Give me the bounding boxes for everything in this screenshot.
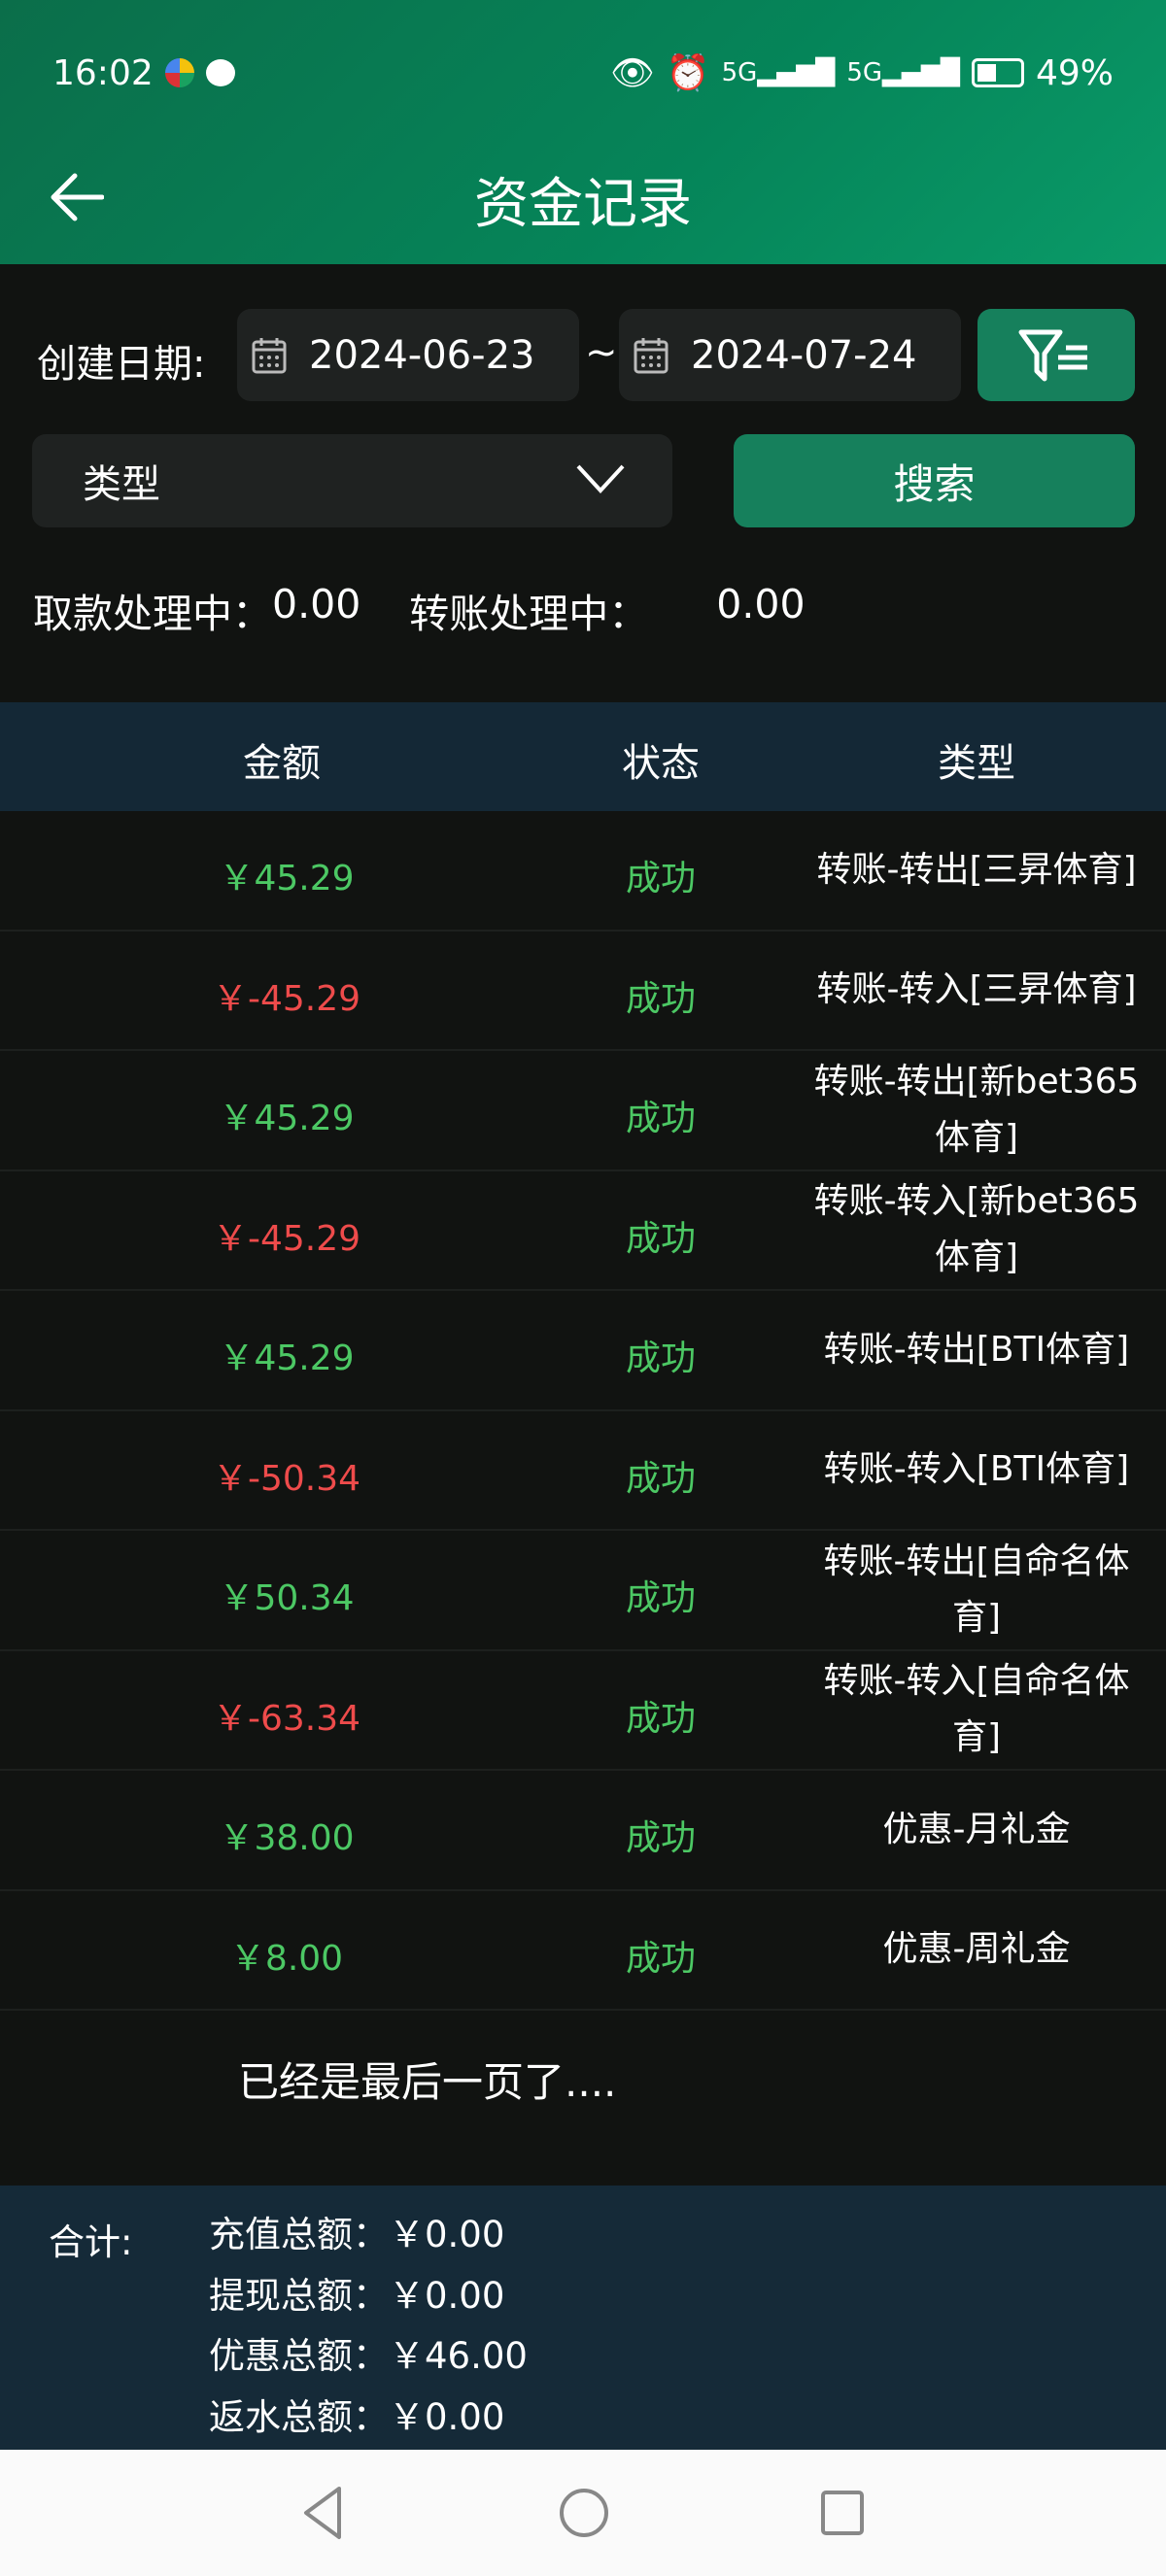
table-row[interactable]: ￥-50.34 成功 转账-转入[BTI体育] [0, 1411, 1166, 1531]
amount-cell: ￥-45.29 [212, 978, 361, 1019]
status-cell: 成功 [625, 1938, 697, 1979]
table-row[interactable]: ￥45.29 成功 转账-转出[BTI体育] [0, 1291, 1166, 1411]
system-nav-bar [0, 2450, 1166, 2576]
type-cell: 转账-转入[BTI体育] [823, 1449, 1130, 1490]
table-row[interactable]: ￥-63.34 成功 转账-转入[自命名体育] [0, 1651, 1166, 1771]
amount-cell: ￥-45.29 [212, 1218, 361, 1259]
status-cell: 成功 [625, 1458, 697, 1499]
type-cell: 转账-转出[新bet365体育] [813, 1061, 1140, 1158]
type-cell: 转账-转出[三昇体育] [816, 849, 1137, 890]
search-button[interactable]: 搜索 [734, 434, 1135, 527]
transfer-pending-value: 0.00 [716, 581, 806, 627]
amount-cell: ￥-63.34 [212, 1698, 361, 1739]
summary-item-value: ￥0.00 [389, 2275, 505, 2317]
calendar-icon [634, 337, 669, 373]
type-cell: 优惠-周礼金 [882, 1929, 1071, 1970]
table-row[interactable]: ￥45.29 成功 转账-转出[新bet365体育] [0, 1051, 1166, 1171]
nav-home-icon[interactable] [558, 2487, 610, 2539]
end-date-value: 2024-07-24 [691, 332, 917, 378]
chevron-down-icon [576, 464, 625, 493]
table-row[interactable]: ￥8.00 成功 优惠-周礼金 [0, 1891, 1166, 2011]
battery-level: 49% [1035, 52, 1114, 93]
type-select-value: 类型 [83, 462, 160, 507]
start-date-value: 2024-06-23 [309, 332, 535, 378]
table-row[interactable]: ￥38.00 成功 优惠-月礼金 [0, 1771, 1166, 1891]
calendar-icon [252, 337, 287, 373]
status-cell: 成功 [625, 1218, 697, 1259]
table-row[interactable]: ￥50.34 成功 转账-转出[自命名体育] [0, 1531, 1166, 1651]
amount-cell: ￥8.00 [229, 1938, 344, 1979]
end-of-list-message: 已经是最后一页了.... [238, 2058, 617, 2106]
type-cell: 优惠-月礼金 [882, 1809, 1071, 1849]
app-icon [164, 58, 194, 87]
status-cell: 成功 [625, 1339, 697, 1378]
back-button[interactable] [43, 165, 111, 229]
status-cell: 成功 [625, 1818, 697, 1858]
status-bar: 16:02 👁 ⏰ 5G▂▄▆█ 5G▂▄▆█ 49% [52, 49, 1114, 97]
clock: 16:02 [52, 52, 154, 93]
date-label: 创建日期: [37, 342, 206, 387]
header-amount: 金额 [243, 741, 321, 786]
summary-item-label: 返水总额： [209, 2396, 389, 2438]
nav-recents-icon[interactable] [819, 2489, 866, 2537]
withdraw-pending-label: 取款处理中： [33, 591, 272, 637]
table-row[interactable]: ￥-45.29 成功 转账-转入[三昇体育] [0, 932, 1166, 1051]
end-date-field[interactable]: 2024-07-24 [619, 309, 961, 401]
battery-icon [971, 58, 1024, 87]
type-cell: 转账-转入[新bet365体育] [813, 1181, 1140, 1278]
filter-button[interactable] [977, 309, 1135, 401]
summary-panel: 合计: 充值总额：￥0.00 提现总额：￥0.00 优惠总额：￥46.00 返水… [0, 2186, 1166, 2450]
type-select[interactable]: 类型 [32, 434, 672, 527]
type-cell: 转账-转入[三昇体育] [816, 969, 1137, 1010]
status-cell: 成功 [625, 1698, 697, 1739]
amount-cell: ￥45.29 [219, 1099, 355, 1138]
type-cell: 转账-转入[自命名体育] [823, 1661, 1130, 1758]
chat-icon [205, 59, 235, 86]
table-row[interactable]: ￥45.29 成功 转账-转出[三昇体育] [0, 811, 1166, 932]
status-cell: 成功 [625, 978, 697, 1019]
summary-item-label: 充值总额： [209, 2214, 389, 2255]
signal-icon: 5G▂▄▆█ [721, 58, 836, 87]
pending-summary: 取款处理中： 0.00 转账处理中： 0.00 [33, 581, 806, 639]
eye-icon: 👁 [610, 53, 655, 93]
filter-icon [1018, 329, 1087, 381]
page-title: 资金记录 [474, 173, 692, 236]
amount-cell: ￥50.34 [219, 1578, 355, 1618]
summary-bonus: 优惠总额：￥46.00 [209, 2326, 528, 2379]
summary-item-value: ￥0.00 [389, 2396, 505, 2438]
alarm-icon: ⏰ [666, 53, 710, 93]
summary-rebate: 返水总额：￥0.00 [209, 2388, 504, 2440]
amount-cell: ￥45.29 [219, 859, 355, 898]
app-header: 16:02 👁 ⏰ 5G▂▄▆█ 5G▂▄▆█ 49% 资金记录 [0, 0, 1166, 264]
date-separator: ~ [585, 330, 618, 375]
records-list: ￥45.29 成功 转账-转出[三昇体育] ￥-45.29 成功 转账-转入[三昇… [0, 811, 1166, 2011]
summary-withdraw: 提现总额：￥0.00 [209, 2266, 504, 2319]
summary-item-value: ￥46.00 [389, 2335, 528, 2377]
header-status: 状态 [622, 741, 700, 786]
summary-item-label: 优惠总额： [209, 2335, 389, 2377]
withdraw-pending-value: 0.00 [272, 581, 361, 627]
start-date-field[interactable]: 2024-06-23 [237, 309, 579, 401]
type-cell: 转账-转出[BTI体育] [823, 1329, 1130, 1370]
nav-back-icon[interactable] [300, 2486, 349, 2540]
amount-cell: ￥45.29 [219, 1339, 355, 1378]
header-type: 类型 [938, 741, 1015, 786]
summary-label: 合计: [49, 2221, 133, 2263]
status-cell: 成功 [625, 1578, 697, 1618]
status-cell: 成功 [625, 1099, 697, 1138]
amount-cell: ￥38.00 [219, 1818, 355, 1858]
summary-item-value: ￥0.00 [389, 2214, 505, 2255]
table-header: 金额 状态 类型 [0, 702, 1166, 811]
transfer-pending-label: 转账处理中： [409, 591, 649, 637]
signal-icon: 5G▂▄▆█ [846, 58, 960, 87]
type-cell: 转账-转出[自命名体育] [823, 1541, 1130, 1638]
arrow-left-icon [51, 173, 104, 221]
amount-cell: ￥-50.34 [212, 1458, 361, 1499]
table-row[interactable]: ￥-45.29 成功 转账-转入[新bet365体育] [0, 1171, 1166, 1291]
summary-item-label: 提现总额： [209, 2275, 389, 2317]
status-cell: 成功 [625, 859, 697, 898]
summary-deposit: 充值总额：￥0.00 [209, 2205, 504, 2257]
